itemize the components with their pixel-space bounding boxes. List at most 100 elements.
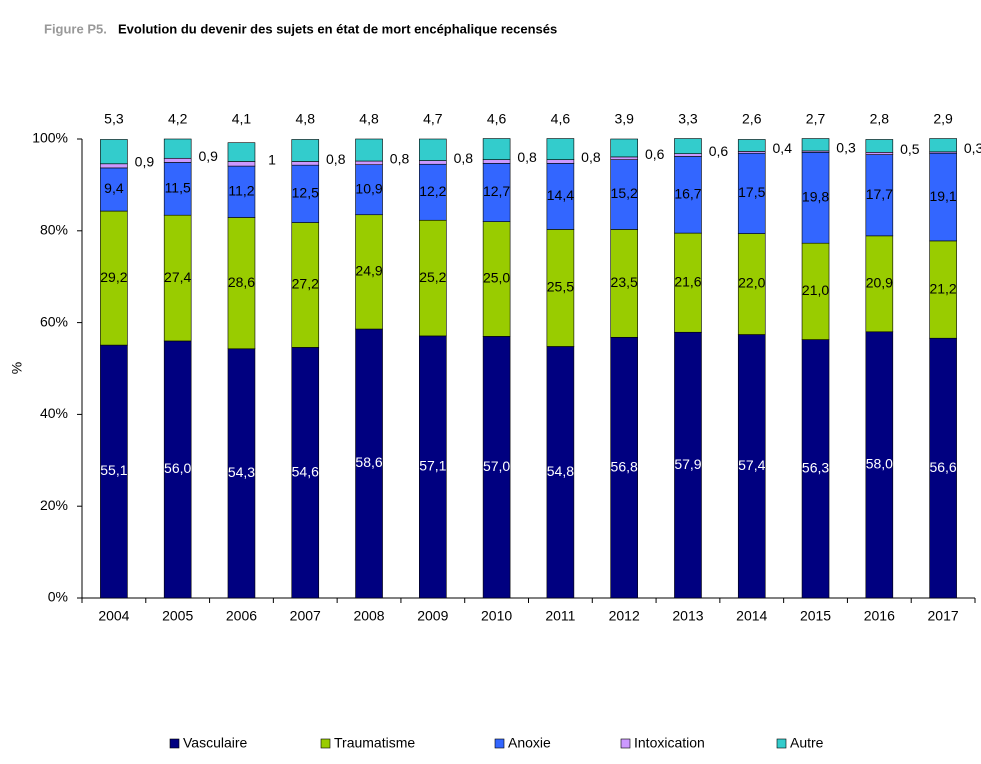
data-label: 3,3 [678,111,698,127]
bar-segment [865,154,894,237]
data-label: 16,7 [674,185,701,201]
x-tick-label: 2010 [481,608,512,624]
bar-segment [546,163,575,230]
legend-label: Intoxication [634,735,705,751]
data-label: 5,3 [104,111,124,127]
x-tick-label: 2008 [353,608,384,624]
bar-segment [100,344,128,599]
data-label: 4,8 [359,111,379,127]
x-tick-label: 2009 [417,608,448,624]
bar-segment [610,336,638,599]
data-label: 0,3 [964,140,981,156]
data-label: 54,8 [547,463,574,479]
data-label: 17,5 [738,184,765,200]
x-tick-label: 2013 [672,608,703,624]
bar-segment [610,159,638,230]
data-label: 56,0 [164,460,191,476]
data-label: 25,5 [547,279,574,295]
legend-label: Anoxie [508,735,551,751]
data-label: 29,2 [100,269,127,285]
data-label: 1 [268,151,276,167]
bar-segment [929,337,957,599]
legend-swatch [776,738,787,749]
bar-segment [227,348,256,599]
bar-segment [100,163,128,169]
data-label: 57,4 [738,457,765,473]
data-label: 21,0 [802,282,829,298]
bar-segment [355,138,383,162]
legend-label: Autre [790,735,824,751]
legend-swatch [620,738,631,749]
x-tick-label: 2016 [864,608,895,624]
data-label: 4,8 [296,111,316,127]
legend-label: Vasculaire [183,735,248,751]
data-label: 19,8 [802,188,829,204]
bar-segment [227,161,256,167]
data-label: 15,2 [611,185,638,201]
chart-title: Evolution du devenir des sujets en état … [118,21,557,36]
legend-swatch [169,738,180,749]
bar-segment [865,139,894,153]
bar-segment [227,165,256,218]
data-label: 0,8 [390,151,410,167]
bar-segment [801,138,830,152]
data-label: 2,6 [742,111,762,127]
data-label: 57,0 [483,458,510,474]
data-label: 58,6 [355,454,382,470]
y-tick-label: 60% [40,313,68,329]
bar-segment [163,340,192,599]
data-label: 21,2 [929,280,956,296]
bar-segment [355,214,383,330]
y-axis-label: % [9,362,25,374]
bar-segment [737,152,766,234]
bar-segment [227,217,256,350]
data-label: 3,9 [614,111,634,127]
bar-segment [546,229,575,347]
bar-segment [355,328,383,599]
bar-segment [610,156,638,160]
bar-segment [163,138,192,159]
data-label: 10,9 [355,180,382,196]
bar-segment [929,240,957,339]
bar-segment [674,153,702,157]
x-tick-label: 2007 [290,608,321,624]
bar-segment [163,162,192,216]
data-label: 54,6 [292,463,319,479]
legend-swatch [494,738,505,749]
bar-segment [546,159,575,164]
data-label: 4,7 [423,111,443,127]
data-label: 23,5 [611,274,638,290]
data-label: 56,3 [802,459,829,475]
data-label: 25,2 [419,269,446,285]
bar-segment [865,235,894,333]
data-label: 17,7 [866,186,893,202]
bar-segment [865,331,894,599]
data-label: 55,1 [100,462,127,478]
data-label: 11,5 [165,180,191,196]
bar-segment [482,138,511,160]
data-label: 12,2 [419,183,446,199]
bar-segment [419,160,447,165]
data-label: 4,6 [487,111,507,127]
bar-segment [482,336,511,599]
data-label: 14,4 [547,187,574,203]
data-label: 0,8 [581,149,601,165]
data-label: 0,5 [900,141,920,157]
bar-segment [865,152,894,155]
data-label: 27,4 [164,269,191,285]
data-label: 4,1 [232,111,252,127]
bar-segment [291,161,320,166]
x-tick-label: 2004 [98,608,129,624]
data-label: 0,9 [198,148,218,164]
data-label: 12,5 [292,185,319,201]
data-label: 56,8 [611,458,638,474]
bar-segment [737,334,766,599]
bar-segment [163,157,192,163]
data-label: 0,9 [135,154,155,170]
bar-segment [163,214,192,342]
bar-segment [674,331,702,599]
data-label: 9,4 [104,180,124,196]
data-label: 28,6 [228,274,255,290]
data-label: 0,8 [326,151,346,167]
bar-segment [100,139,128,165]
